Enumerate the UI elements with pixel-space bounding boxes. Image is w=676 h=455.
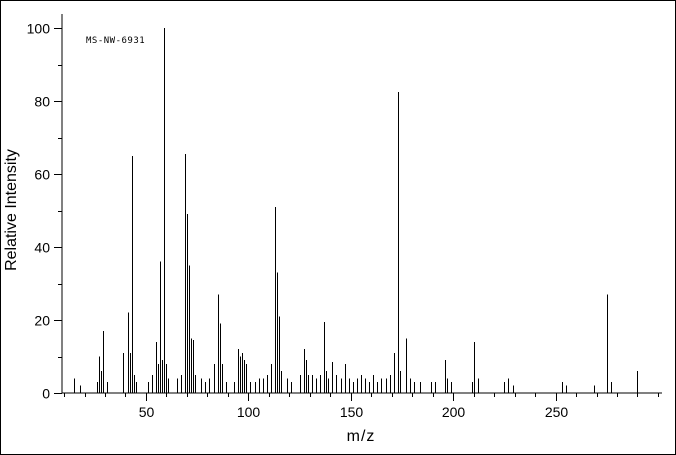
tick-labels-group: 50 100 150 200 250 0 20 40 60 80 100 <box>27 21 569 421</box>
ticks-group <box>54 28 659 401</box>
axes-group <box>61 14 662 394</box>
x-tick-label: 100 <box>237 404 261 420</box>
y-tick-label: 0 <box>42 386 50 402</box>
x-tick-label: 150 <box>340 404 364 420</box>
y-axis-label: Relative Intensity <box>3 149 20 271</box>
y-tick-label: 20 <box>34 313 50 329</box>
y-tick-label: 60 <box>34 167 50 183</box>
spectrum-id-label: MS-NW-6931 <box>86 36 145 46</box>
y-tick-label: 40 <box>34 240 50 256</box>
peaks-group <box>74 28 638 393</box>
x-tick-label: 50 <box>139 404 155 420</box>
x-tick-label: 250 <box>545 404 569 420</box>
x-tick-label: 200 <box>442 404 466 420</box>
y-tick-label: 80 <box>34 94 50 110</box>
x-axis-label: m/z <box>347 428 376 445</box>
y-tick-label: 100 <box>27 21 51 37</box>
